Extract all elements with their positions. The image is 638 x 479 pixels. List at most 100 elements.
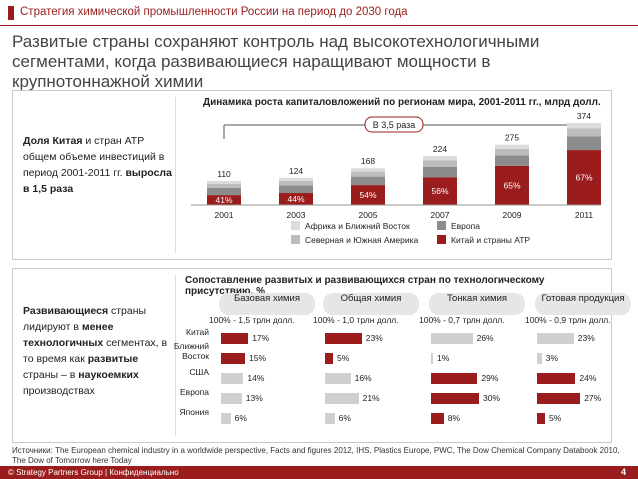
tech-value-2-4: 8% (447, 413, 461, 423)
tech-bar-3-2 (537, 373, 576, 384)
bar-americas-2007 (423, 160, 457, 167)
group-header-1: Общая химия (323, 293, 419, 315)
total-label-2003: 124 (289, 166, 303, 176)
share-label-2005: 54% (359, 190, 376, 200)
group-header-2: Тонкая химия (429, 293, 525, 315)
tech-bar-3-1 (537, 353, 542, 364)
caption-bold-1: Доля Китая (23, 135, 86, 147)
slide-headline: Развитые страны сохраняют контроль над в… (12, 32, 540, 91)
tech-value-0-3: 13% (245, 393, 263, 403)
share-label-2003: 44% (287, 194, 304, 204)
tech-value-2-1: 1% (437, 353, 450, 363)
x-tick-2001: 2001 (215, 210, 234, 220)
x-tick-2005: 2005 (359, 210, 378, 220)
total-label-2007: 224 (433, 144, 447, 154)
caption-text-2: стран АТР общем объеме инвестиций в пери… (23, 135, 165, 179)
tech-value-3-1: 3% (545, 353, 559, 363)
group-header-0: Базовая химия (219, 293, 315, 315)
group-header-3: Готовая продукция (535, 293, 631, 315)
tech-value-1-3: 21% (362, 393, 380, 403)
technology-caption: Развивающиеся страны лидируют в менее те… (23, 303, 173, 399)
tech-value-2-0: 26% (476, 333, 494, 343)
top-bar: Стратегия химической промышленности Росс… (0, 0, 638, 26)
tech-value-1-1: 5% (337, 353, 350, 363)
share-label-2007: 56% (431, 186, 448, 196)
bar-americas-2005 (351, 171, 385, 177)
growth-badge (364, 116, 424, 133)
bar-africa-2007 (423, 155, 457, 161)
x-tick-2007: 2007 (431, 210, 450, 220)
bar-americas-2001 (207, 183, 241, 188)
tech-value-1-4: 6% (338, 413, 351, 423)
tech-value-0-4: 6% (234, 413, 247, 423)
legend-swatch-0 (291, 221, 300, 230)
investment-chart-title: Динамика роста капиталовложений по регио… (203, 97, 601, 108)
investment-caption: Доля Китая и стран АТР общем объеме инве… (23, 133, 173, 197)
bar-africa-2003 (279, 177, 313, 181)
tech-value-3-0: 23% (577, 333, 595, 343)
sources-note: Источники: The European chemical industr… (12, 446, 620, 465)
group-total-1: 100% - 1,0 трлн долл. (313, 315, 399, 325)
title-accent (8, 6, 14, 20)
bar-europe-2003 (279, 185, 313, 194)
bar-europe-2009 (495, 155, 529, 166)
tech-bar-0-3 (221, 393, 242, 404)
bar-china-2011 (567, 150, 601, 205)
tech-bar-1-2 (325, 373, 351, 384)
legend-label-2: Северная и Южная Америка (305, 235, 419, 245)
tech-value-0-0: 17% (252, 333, 270, 343)
x-tick-2011: 2011 (575, 210, 594, 220)
tech-value-3-4: 5% (549, 413, 562, 423)
tech-bar-1-4 (325, 413, 335, 424)
investment-panel: Доля Китая и стран АТР общем объеме инве… (12, 90, 612, 260)
caption-bold-2: выросла в 1,5 раза (23, 167, 172, 195)
bar-china-2005 (351, 185, 385, 205)
caption2-text-1: страны лидируют в (23, 305, 147, 333)
caption-text-1: и (85, 135, 92, 147)
share-label-2001: 41% (215, 195, 232, 205)
tech-bar-0-0 (221, 333, 249, 344)
total-label-2011: 374 (577, 111, 591, 121)
share-label-2011: 67% (575, 173, 592, 183)
growth-badge-label: В 3,5 раза (373, 120, 416, 130)
tech-bar-2-1 (431, 353, 433, 364)
tech-bar-2-3 (431, 393, 479, 404)
tech-value-0-1: 15% (249, 353, 267, 363)
bar-africa-2005 (351, 168, 385, 172)
country-label-3: Европа (180, 387, 209, 397)
bar-americas-2009 (495, 148, 529, 156)
bar-europe-2011 (567, 136, 601, 151)
country-label-4: Япония (179, 407, 209, 417)
technology-chart-title: Сопоставление развитых и развивающихся с… (185, 275, 545, 297)
bar-africa-2001 (207, 180, 241, 184)
bar-europe-2001 (207, 187, 241, 196)
x-tick-2003: 2003 (287, 210, 306, 220)
tech-bar-0-4 (221, 413, 231, 424)
tech-bar-0-2 (221, 373, 244, 384)
legend-label-3: Китай и страны АТР (451, 235, 530, 245)
tech-bar-3-4 (537, 413, 545, 424)
investment-chart: В 3,5 раза 110 41% 2001 124 44% 2003 168 54% 2005… (191, 111, 601, 245)
panel-divider-2 (175, 275, 176, 436)
tech-value-2-2: 29% (481, 373, 499, 383)
footer-text: © Strategy Partners Group | Конфиденциал… (8, 468, 179, 477)
tech-bar-3-0 (537, 333, 574, 344)
panel-divider (175, 97, 176, 253)
bar-americas-2011 (567, 128, 601, 137)
caption2-text-3: страны – в (23, 369, 79, 381)
tech-value-1-2: 16% (354, 373, 372, 383)
caption2-bold-1: Развивающиеся (23, 305, 109, 317)
bar-americas-2003 (279, 180, 313, 186)
caption2-bold-2: менее технологичных (23, 321, 114, 349)
bar-africa-2009 (495, 144, 529, 149)
caption2-text-2: сегментах, в то время как (23, 337, 168, 365)
tech-bar-2-4 (431, 413, 444, 424)
country-label-1: Ближний Восток (173, 341, 209, 361)
caption2-text-4: производствах (23, 385, 95, 397)
legend-label-0: Африка и Ближний Восток (305, 221, 410, 231)
caption2-bold-4: наукоемких (78, 369, 139, 381)
group-total-3: 100% - 0,9 трлн долл. (525, 315, 611, 325)
country-label-2: США (189, 367, 209, 377)
tech-value-2-3: 30% (483, 393, 501, 403)
tech-value-3-2: 24% (579, 373, 597, 383)
